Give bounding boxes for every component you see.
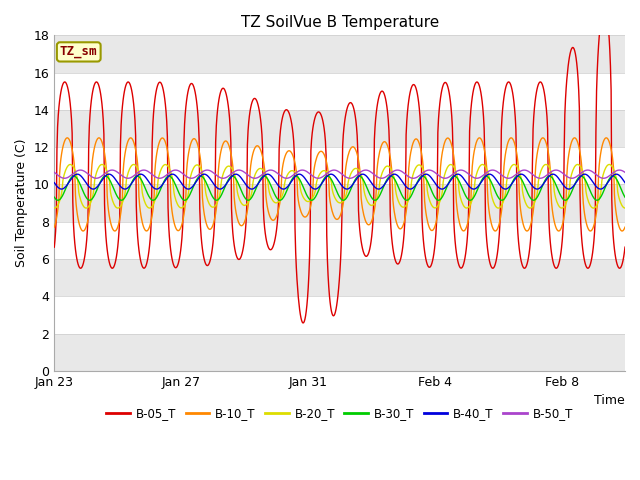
Bar: [54, 259, 625, 296]
Legend: B-05_T, B-10_T, B-20_T, B-30_T, B-40_T, B-50_T: B-05_T, B-10_T, B-20_T, B-30_T, B-40_T, …: [102, 403, 578, 425]
Title: TZ SoilVue B Temperature: TZ SoilVue B Temperature: [241, 15, 439, 30]
Bar: [54, 334, 625, 371]
Bar: [54, 110, 625, 147]
Text: TZ_sm: TZ_sm: [60, 46, 97, 59]
Y-axis label: Soil Temperature (C): Soil Temperature (C): [15, 139, 28, 267]
Bar: [54, 36, 625, 72]
X-axis label: Time: Time: [595, 394, 625, 407]
Bar: [54, 184, 625, 222]
